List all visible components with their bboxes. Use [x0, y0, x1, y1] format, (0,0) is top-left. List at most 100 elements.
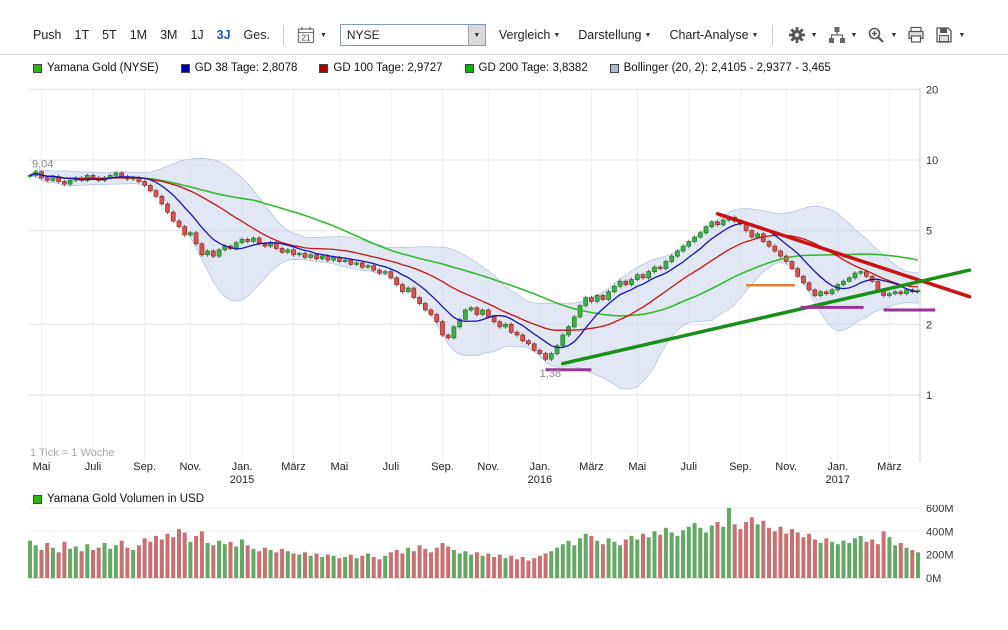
svg-text:Juli: Juli	[383, 461, 400, 473]
svg-text:2: 2	[926, 319, 932, 331]
chevron-down-icon: ▼	[751, 31, 759, 39]
price-label-low: 1,38	[540, 368, 561, 380]
calendar-icon: 21	[297, 27, 315, 44]
gear-icon	[788, 27, 805, 43]
exchange-select[interactable]: NYSE ▼	[339, 24, 486, 46]
price-chart: 9,04 1,38 1 Tick = 1 Woche 20 10 5 2 1 Mai Juli Se…	[27, 84, 972, 486]
legend-item-gd100: GD 100 Tage: 2,9727	[319, 62, 443, 74]
push-button[interactable]: Push	[33, 28, 62, 42]
legend-label: Yamana Gold (NYSE)	[47, 62, 159, 74]
svg-text:Nov.: Nov.	[775, 461, 797, 473]
legend-label: GD 200 Tage: 3,8382	[478, 62, 588, 74]
legend-swatch	[609, 63, 619, 73]
toolbar-divider	[0, 54, 1008, 55]
svg-text:Jan.: Jan.	[827, 461, 848, 473]
save-button[interactable]: ▼	[935, 26, 965, 44]
period-button-5t[interactable]: 5T	[102, 28, 117, 42]
legend-item-gd200: GD 200 Tage: 3,8382	[464, 62, 588, 74]
exchange-select-value: NYSE	[346, 28, 380, 42]
svg-text:2016: 2016	[528, 474, 552, 486]
svg-text:200M: 200M	[926, 550, 954, 562]
chevron-down-icon: ▼	[553, 31, 561, 39]
legend-swatch	[33, 63, 42, 73]
period-button-1m[interactable]: 1M	[129, 28, 148, 42]
legend-label: Yamana Gold Volumen in USD	[47, 493, 205, 505]
period-button-1j[interactable]: 1J	[190, 28, 204, 42]
chevron-down-icon: ▼	[319, 31, 327, 39]
legend-item-volume: Yamana Gold Volumen in USD	[33, 493, 204, 505]
legend-swatch	[319, 63, 329, 73]
legend-item-gd38: GD 38 Tage: 2,8078	[180, 62, 298, 74]
svg-text:Nov.: Nov.	[477, 461, 499, 473]
svg-text:Sep.: Sep.	[431, 461, 454, 473]
svg-text:Juli: Juli	[85, 461, 102, 473]
menu-label: Darstellung	[578, 28, 642, 42]
legend-item-yamana: Yamana Gold (NYSE)	[33, 62, 159, 74]
chevron-down-icon: ▼	[467, 25, 485, 45]
volume-legend: Yamana Gold Volumen in USD	[33, 493, 204, 505]
volume-bars	[28, 508, 920, 578]
period-button-1t[interactable]: 1T	[74, 28, 90, 42]
svg-text:0M: 0M	[926, 573, 941, 585]
menu-darstellung[interactable]: Darstellung ▼	[578, 28, 651, 42]
svg-text:Mai: Mai	[628, 461, 646, 473]
calendar-button[interactable]: 21 ▼	[297, 26, 327, 44]
svg-text:2015: 2015	[230, 474, 254, 486]
legend-label: GD 100 Tage: 2,9727	[333, 62, 443, 74]
svg-text:Jan.: Jan.	[530, 461, 551, 473]
chevron-down-icon: ▼	[810, 31, 818, 39]
printer-icon	[908, 26, 924, 43]
svg-text:Mai: Mai	[331, 461, 349, 473]
svg-text:Nov.: Nov.	[179, 461, 201, 473]
settings-button[interactable]: ▼	[788, 26, 818, 44]
vol-axis-labels: 600M 400M 200M 0M	[926, 505, 954, 585]
support-trendline	[561, 268, 972, 366]
svg-text:Sep.: Sep.	[729, 461, 752, 473]
volume-chart: 600M 400M 200M 0M	[28, 505, 954, 585]
zoom-in-icon	[869, 27, 885, 43]
svg-text:Juli: Juli	[681, 461, 698, 473]
menu-vergleich[interactable]: Vergleich ▼	[499, 28, 560, 42]
chevron-down-icon: ▼	[890, 31, 898, 39]
zoom-button[interactable]: ▼	[867, 26, 897, 44]
svg-text:400M: 400M	[926, 526, 954, 538]
chevron-down-icon: ▼	[958, 31, 966, 39]
svg-text:März: März	[877, 461, 901, 473]
svg-text:Sep.: Sep.	[133, 461, 156, 473]
menu-group: Vergleich ▼ Darstellung ▼ Chart-Analyse …	[499, 28, 759, 42]
toolbar-separator	[771, 25, 773, 45]
chevron-down-icon: ▼	[644, 31, 652, 39]
chart-tools-button[interactable]: ▼	[828, 26, 858, 44]
svg-text:10: 10	[926, 155, 938, 167]
svg-text:600M: 600M	[926, 505, 954, 515]
chevron-down-icon: ▼	[850, 31, 858, 39]
print-button[interactable]	[907, 26, 925, 44]
menu-chart-analyse[interactable]: Chart-Analyse ▼	[669, 28, 758, 42]
chart-legend: Yamana Gold (NYSE) GD 38 Tage: 2,8078 GD…	[33, 62, 831, 74]
period-button-ges[interactable]: Ges.	[243, 28, 270, 42]
svg-text:5: 5	[926, 226, 932, 238]
svg-text:1: 1	[926, 390, 932, 402]
period-button-3m[interactable]: 3M	[160, 28, 178, 42]
legend-swatch	[33, 494, 42, 504]
y-axis-labels: 20 10 5 2 1	[926, 84, 938, 402]
legend-item-bollinger: Bollinger (20, 2): 2,4105 - 2,9377 - 3,4…	[609, 62, 831, 74]
gd200-line	[29, 172, 919, 317]
period-button-3j[interactable]: 3J	[216, 28, 231, 42]
legend-swatch	[464, 63, 474, 73]
svg-text:März: März	[281, 461, 305, 473]
legend-label: GD 38 Tage: 2,8078	[194, 62, 298, 74]
menu-label: Chart-Analyse	[669, 28, 749, 42]
legend-swatch	[180, 63, 190, 73]
floppy-icon	[936, 27, 953, 43]
vol-gridlines	[28, 507, 920, 579]
svg-text:Mai: Mai	[33, 461, 51, 473]
svg-text:2017: 2017	[826, 474, 850, 486]
gd100-line	[29, 172, 919, 331]
resistance-trendline	[715, 212, 972, 299]
svg-text:20: 20	[926, 84, 938, 96]
svg-text:Jan.: Jan.	[232, 461, 253, 473]
nodes-icon	[828, 27, 845, 43]
